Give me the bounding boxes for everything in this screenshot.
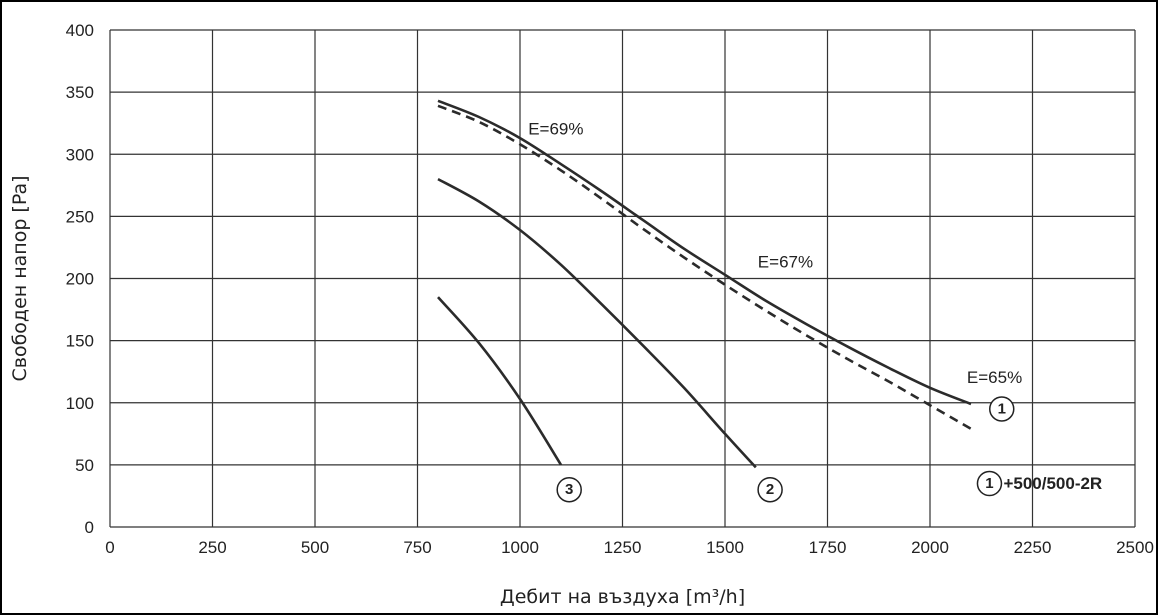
x-tick-label: 500 [301, 538, 329, 557]
x-tick-label: 250 [198, 538, 226, 557]
curve-marker-label: 3 [565, 481, 573, 498]
efficiency-label: E=65% [967, 368, 1022, 387]
curve-marker-circle [556, 476, 582, 503]
y-tick-label: 350 [66, 83, 94, 102]
legend-marker-circle [976, 470, 1003, 497]
curve-marker-label: 1 [998, 400, 1006, 417]
x-axis-title: Дебит на въздуха [m³/h] [500, 586, 745, 608]
efficiency-label: E=67% [758, 252, 813, 271]
y-tick-label: 150 [66, 332, 94, 351]
x-tick-label: 1250 [604, 538, 642, 557]
legend-text: +500/500-2R [1003, 474, 1102, 493]
curve-marker-circle [989, 396, 1015, 422]
curve-3-solid [437, 296, 563, 466]
y-tick-label: 50 [75, 456, 94, 475]
x-tick-label: 750 [403, 538, 431, 557]
curve-markers: 1 2 3 [556, 396, 1015, 503]
x-tick-label: 2000 [911, 538, 949, 557]
x-tick-label: 1000 [501, 538, 539, 557]
x-tick-label: 1500 [706, 538, 744, 557]
curve-1-dashed [437, 104, 972, 430]
y-tick-label: 200 [66, 270, 94, 289]
annotations: E=69% E=67% E=65% [528, 119, 1022, 387]
efficiency-label: E=69% [528, 119, 583, 138]
curves [437, 99, 972, 469]
curve-1-solid [437, 99, 972, 406]
y-tick-label: 400 [66, 21, 94, 40]
tick-labels: 0 250 500 750 1000 1250 1500 1750 2000 2250 250005… [66, 21, 1154, 557]
x-tick-label: 2250 [1014, 538, 1052, 557]
curve-marker-label: 2 [766, 481, 774, 498]
curve-marker-circle [757, 476, 783, 503]
y-tick-label: 250 [66, 207, 94, 226]
y-tick-label: 300 [66, 145, 94, 164]
y-axis-title: Свободен напор [Pa] [9, 175, 31, 381]
curve-2-solid [437, 177, 757, 469]
y-tick-label: 0 [85, 518, 94, 537]
y-tick-label: 100 [66, 394, 94, 413]
legend-marker-label: 1 [985, 475, 993, 492]
legend: 1 +500/500-2R [976, 470, 1102, 497]
x-tick-label: 2500 [1116, 538, 1154, 557]
x-tick-label: 0 [105, 538, 114, 557]
x-tick-label: 1750 [809, 538, 847, 557]
